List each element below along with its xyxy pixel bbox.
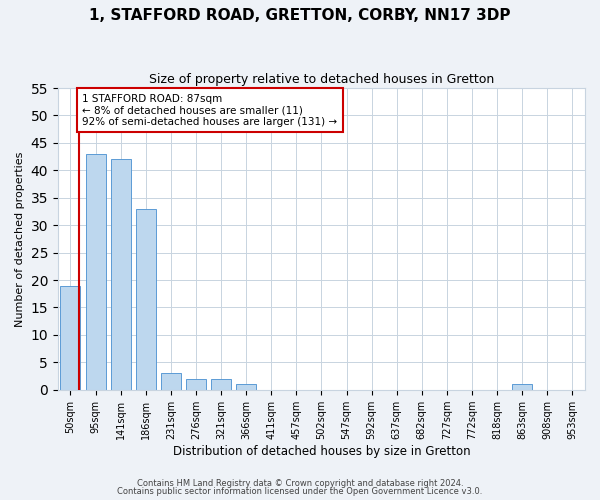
Bar <box>136 208 156 390</box>
Text: 1 STAFFORD ROAD: 87sqm
← 8% of detached houses are smaller (11)
92% of semi-deta: 1 STAFFORD ROAD: 87sqm ← 8% of detached … <box>82 94 337 126</box>
Text: Contains public sector information licensed under the Open Government Licence v3: Contains public sector information licen… <box>118 487 482 496</box>
Bar <box>110 160 131 390</box>
Bar <box>161 374 181 390</box>
Bar <box>236 384 256 390</box>
Y-axis label: Number of detached properties: Number of detached properties <box>15 151 25 326</box>
Bar <box>211 379 231 390</box>
Bar <box>61 286 80 390</box>
Bar <box>186 379 206 390</box>
Text: 1, STAFFORD ROAD, GRETTON, CORBY, NN17 3DP: 1, STAFFORD ROAD, GRETTON, CORBY, NN17 3… <box>89 8 511 22</box>
Bar <box>512 384 532 390</box>
Bar <box>86 154 106 390</box>
Text: Contains HM Land Registry data © Crown copyright and database right 2024.: Contains HM Land Registry data © Crown c… <box>137 478 463 488</box>
Title: Size of property relative to detached houses in Gretton: Size of property relative to detached ho… <box>149 72 494 86</box>
X-axis label: Distribution of detached houses by size in Gretton: Distribution of detached houses by size … <box>173 444 470 458</box>
